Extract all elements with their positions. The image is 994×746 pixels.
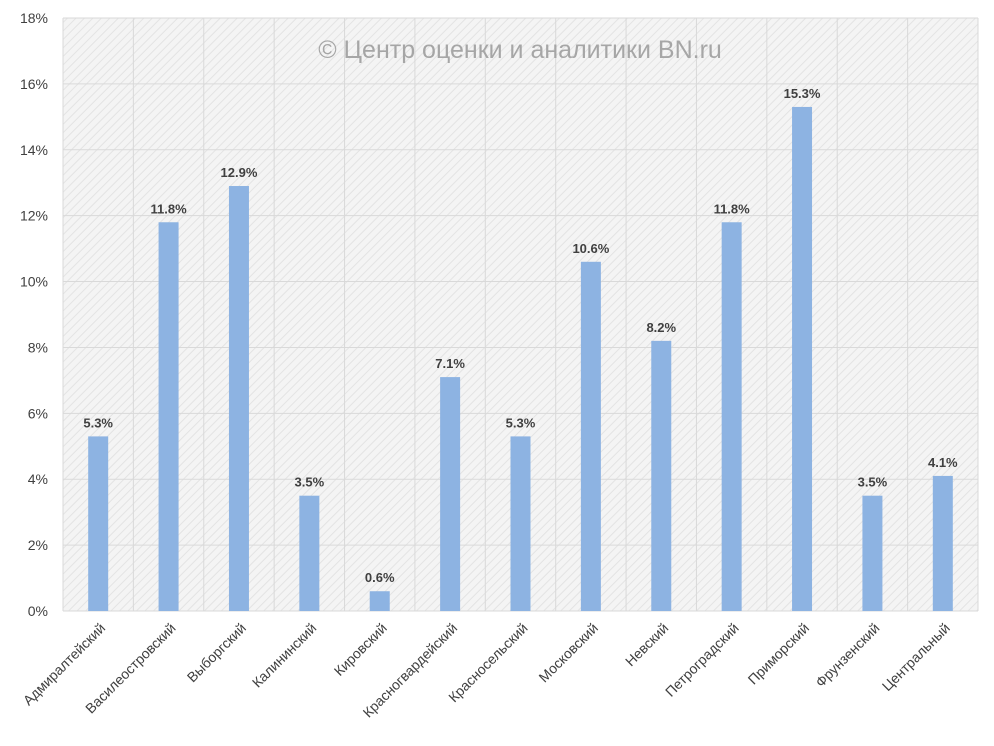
x-tick-label: Кировский [331, 620, 390, 679]
bar [580, 261, 601, 611]
gridlines [62, 17, 979, 612]
y-tick-label: 6% [28, 405, 48, 421]
x-tick-label: Фрунзенский [812, 620, 882, 690]
y-tick-label: 10% [20, 274, 48, 290]
y-tick-label: 16% [20, 76, 48, 92]
bar [721, 222, 742, 611]
data-labels: 5.3% 11.8% 12.9% 3.5% 0.6% 7.1% 5.3% 10.6% 8.2% 1… [83, 86, 958, 585]
bar [88, 436, 109, 611]
data-label: 4.1% [928, 455, 958, 470]
x-tick-label: Выборгский [184, 620, 249, 685]
bar [651, 340, 672, 611]
bar [440, 377, 461, 611]
bar [369, 591, 390, 611]
bar [792, 106, 813, 611]
bar [510, 436, 531, 611]
data-label: 0.6% [365, 570, 395, 585]
data-label: 3.5% [858, 475, 888, 490]
y-tick-label: 2% [28, 537, 48, 553]
x-tick-label: Невский [622, 620, 671, 669]
data-label: 10.6% [572, 241, 609, 256]
x-tick-label: Приморский [745, 620, 813, 688]
data-label: 12.9% [221, 165, 258, 180]
y-tick-label: 0% [28, 603, 48, 619]
x-tick-label: Московский [535, 620, 601, 686]
data-label: 5.3% [506, 415, 536, 430]
data-label: 5.3% [83, 415, 113, 430]
data-label: 3.5% [295, 475, 325, 490]
y-tick-label: 4% [28, 471, 48, 487]
bar [299, 495, 320, 611]
bar [862, 495, 883, 611]
y-tick-label: 18% [20, 10, 48, 26]
y-tick-label: 14% [20, 142, 48, 158]
y-tick-label: 8% [28, 339, 48, 355]
y-axis-ticks: 0% 2% 4% 6% 8% 10% 12% 14% 16% 18% [20, 10, 48, 619]
bar [932, 475, 953, 611]
data-label: 15.3% [784, 86, 821, 101]
data-label: 11.8% [714, 201, 751, 216]
data-label: 11.8% [150, 201, 187, 216]
bar [158, 222, 179, 611]
bars [88, 106, 953, 611]
x-tick-label: Центральный [879, 620, 953, 694]
y-tick-label: 12% [20, 208, 48, 224]
x-tick-label: Калининский [249, 620, 320, 691]
watermark: © Центр оценки и аналитики BN.ru [318, 36, 722, 64]
data-label: 8.2% [646, 320, 676, 335]
x-tick-label: Петроградский [662, 620, 742, 700]
bar [228, 186, 249, 611]
data-label: 7.1% [435, 356, 465, 371]
